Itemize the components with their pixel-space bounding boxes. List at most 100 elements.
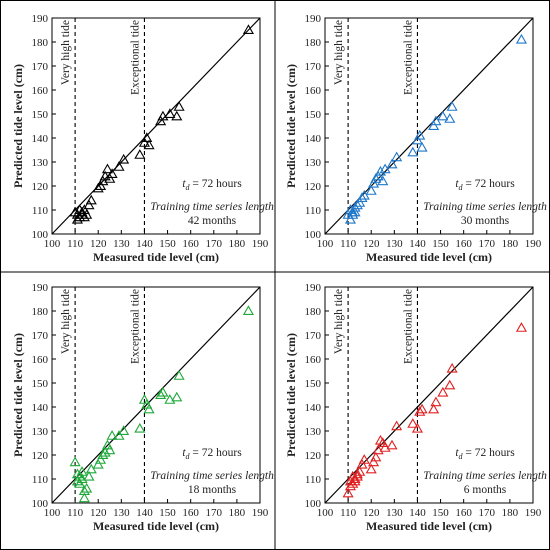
- data-point: [134, 149, 146, 159]
- data-point: [164, 394, 176, 404]
- panel-4: 100 110 120 130 140 150 160 170 180 190 100 110 120 1…: [284, 282, 547, 533]
- x-tick-label: 120: [90, 507, 107, 519]
- x-tick-label: 140: [409, 238, 426, 250]
- data-point: [374, 434, 387, 445]
- y-tick-label: 130: [305, 157, 322, 169]
- plot-area-1: [51, 17, 261, 235]
- y-tick-label: 140: [32, 133, 49, 145]
- x-tick-label: 160: [455, 507, 472, 519]
- data-point: [85, 194, 97, 205]
- y-tick-label: 110: [305, 474, 322, 486]
- x-tick-label: 170: [206, 507, 223, 519]
- y-tick-label: 100: [32, 229, 49, 241]
- x-tick-label: 190: [252, 507, 269, 519]
- y-tick-label: 170: [32, 330, 49, 342]
- y-axis-label: Predicted tide level (cm): [284, 64, 298, 188]
- x-tick-label: 100: [44, 238, 61, 250]
- data-point: [407, 418, 419, 428]
- x-tick-label: 170: [479, 238, 496, 250]
- x-tick-label: 170: [479, 507, 496, 519]
- lead-time-label: td = 72 hours: [455, 178, 515, 192]
- exceptional-tide-label: Exceptional tide: [129, 20, 141, 95]
- y-tick-label: 180: [32, 306, 49, 318]
- training-length-note: Training time series length: [150, 470, 274, 482]
- data-point: [143, 139, 155, 150]
- data-point: [444, 113, 456, 123]
- data-point: [386, 439, 398, 450]
- data-point: [164, 108, 176, 118]
- data-point: [106, 430, 118, 440]
- data-point: [349, 475, 361, 486]
- x-tick-label: 150: [432, 238, 449, 250]
- x-tick-label: 160: [455, 238, 472, 250]
- data-point: [104, 173, 116, 183]
- data-point: [99, 446, 111, 457]
- y-tick-label: 100: [32, 498, 49, 510]
- x-tick-label: 110: [67, 507, 84, 519]
- y-tick-label: 150: [32, 109, 49, 121]
- x-tick-label: 190: [525, 507, 542, 519]
- x-tick-label: 140: [136, 507, 153, 519]
- data-point: [515, 322, 527, 332]
- y-tick-label: 110: [32, 205, 49, 217]
- y-tick-label: 160: [32, 354, 49, 366]
- y-tick-label: 120: [305, 181, 322, 193]
- data-point: [356, 458, 368, 469]
- data-point: [365, 463, 377, 474]
- x-tick-label: 150: [159, 507, 176, 519]
- y-tick-label: 160: [305, 354, 322, 366]
- data-point: [157, 386, 169, 397]
- y-tick-label: 120: [32, 181, 49, 193]
- reference-line-1-1: [51, 17, 261, 235]
- y-tick-label: 180: [305, 37, 322, 49]
- y-tick-label: 150: [305, 109, 322, 121]
- y-tick-label: 120: [32, 450, 49, 462]
- data-point: [367, 177, 380, 188]
- very-high-tide-label: Very high tide: [333, 289, 345, 354]
- x-tick-label: 140: [136, 238, 153, 250]
- y-axis-label: Predicted tide level (cm): [11, 64, 25, 188]
- x-tick-label: 130: [386, 238, 403, 250]
- lead-time-label: td = 72 hours: [182, 178, 242, 192]
- data-point: [85, 463, 97, 474]
- data-point: [446, 101, 458, 111]
- training-length-note: Training time series length: [423, 470, 547, 482]
- y-tick-label: 100: [305, 498, 322, 510]
- x-tick-label: 140: [409, 507, 426, 519]
- exceptional-tide-label: Exceptional tide: [402, 289, 414, 364]
- data-point: [370, 173, 382, 183]
- data-point: [354, 197, 366, 207]
- y-tick-label: 170: [305, 330, 322, 342]
- data-point: [347, 209, 359, 219]
- data-point: [386, 158, 398, 169]
- x-tick-label: 110: [340, 238, 357, 250]
- data-point: [347, 478, 359, 488]
- data-point: [430, 115, 442, 126]
- training-length-value: 30 months: [461, 215, 510, 227]
- data-point: [173, 370, 185, 380]
- y-tick-label: 140: [32, 402, 49, 414]
- x-tick-label: 150: [432, 507, 449, 519]
- plot-area-4: [324, 286, 534, 504]
- data-point: [437, 110, 449, 121]
- training-length-note: Training time series length: [423, 201, 547, 213]
- data-point: [407, 146, 419, 157]
- y-tick-label: 190: [32, 282, 49, 294]
- data-point: [76, 466, 88, 476]
- lead-time-label: td = 72 hours: [455, 447, 515, 461]
- data-point: [83, 199, 95, 210]
- data-point: [342, 487, 354, 498]
- training-length-value: 18 months: [188, 484, 237, 496]
- y-tick-label: 190: [32, 13, 49, 25]
- data-point: [101, 163, 114, 174]
- data-point: [92, 182, 104, 193]
- data-point: [374, 165, 387, 176]
- data-point: [157, 110, 169, 121]
- data-point: [155, 115, 167, 126]
- data-point: [354, 466, 366, 476]
- y-tick-label: 140: [305, 133, 322, 145]
- data-point: [428, 120, 440, 130]
- x-tick-label: 100: [317, 238, 334, 250]
- y-tick-label: 130: [32, 426, 49, 438]
- x-axis-label: Measured tide level (cm): [366, 519, 492, 533]
